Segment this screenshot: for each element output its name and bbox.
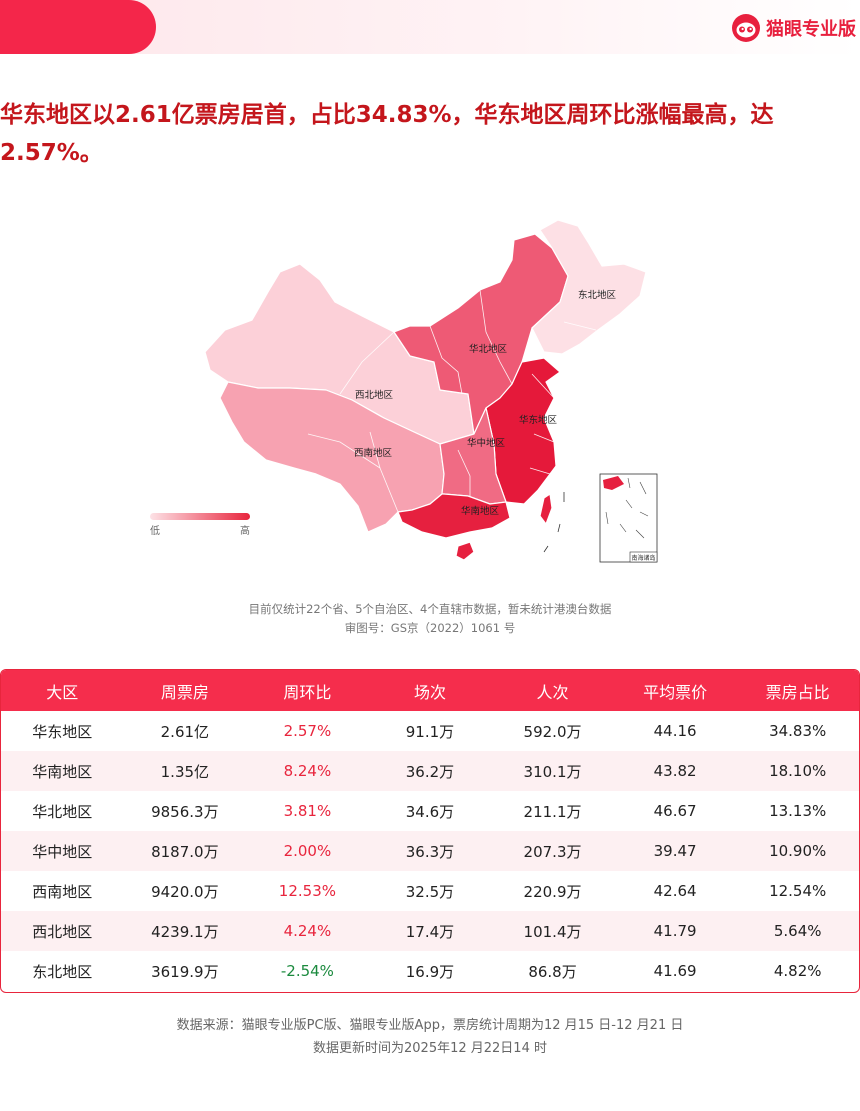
admissions-cell: 211.1万 [523,802,582,821]
region-cell: 西北地区 [32,922,93,941]
label-northeast: 东北地区 [578,289,617,301]
logo-text: 猫眼专业版 [766,19,856,40]
map-note-line1: 目前仅统计22个省、5个自治区、4个直辖市数据，暂未统计港澳台数据 [248,602,612,616]
table-row: 西北地区 4239.1万 4.24% 17.4万 101.4万 41.79 5.64% [1,911,859,951]
shows-cell: 34.6万 [405,802,455,821]
data-table: 大区 周票房 周环比 场次 人次 平均票价 票房占比 华东地区 2.61亿 2.57% 91.1万… [1,670,859,991]
box-office-cell: 1.35亿 [160,762,210,781]
region-cell: 西南地区 [32,882,93,901]
week-over-week-cell: 2.00% [283,842,332,860]
avg-price-cell: 42.64 [653,882,697,900]
column-header: 人次 [536,682,569,702]
shows-cell: 36.2万 [405,762,455,781]
admissions-cell: 220.9万 [523,882,582,901]
label-east: 华东地区 [519,414,558,426]
label-south: 华南地区 [461,505,500,517]
box-office-cell: 4239.1万 [151,922,219,941]
table-row: 东北地区 3619.9万 -2.54% 16.9万 86.8万 41.69 4.82% [1,951,859,991]
column-header: 大区 [46,682,79,702]
share-cell: 12.54% [769,882,827,900]
week-over-week-cell: 3.81% [283,802,332,820]
admissions-cell: 207.3万 [523,842,582,861]
label-central: 华中地区 [467,437,506,449]
share-cell: 34.83% [769,722,827,740]
avg-price-cell: 44.16 [653,722,697,740]
table-header-row: 大区 周票房 周环比 场次 人次 平均票价 票房占比 [1,670,859,711]
avg-price-cell: 39.47 [653,842,697,860]
brand-logo: 猫眼专业版 [731,12,856,44]
shows-cell: 16.9万 [405,962,455,981]
map-note: 目前仅统计22个省、5个自治区、4个直辖市数据，暂未统计港澳台数据 审图号：GS… [0,600,860,638]
box-office-cell: 2.61亿 [160,722,210,741]
box-office-cell: 8187.0万 [151,842,219,861]
avg-price-cell: 41.69 [653,962,697,980]
share-cell: 18.10% [769,762,827,780]
avg-price-cell: 41.79 [653,922,697,940]
inset-label: 南海诸岛 [631,554,655,562]
box-office-cell: 9420.0万 [151,882,219,901]
map-region-hainan[interactable] [455,541,475,561]
region-cell: 华南地区 [32,762,93,781]
footer-source: 数据来源：猫眼专业版PC版、猫眼专业版App，票房统计周期为12 月15 日-1… [176,1018,684,1033]
map-svg: 南海诸岛 东北地区 华北地区 西北地区 华东地区 华中地区 西南地区 华南地区 [204,219,658,563]
column-header: 周环比 [283,682,332,702]
table-row: 华南地区 1.35亿 8.24% 36.2万 310.1万 43.82 18.10% [1,751,859,791]
week-over-week-cell: 2.57% [283,722,332,740]
top-accent-pill [0,0,156,54]
shows-cell: 36.3万 [405,842,455,861]
map-region-south[interactable] [397,493,511,539]
table-row: 西南地区 9420.0万 12.53% 32.5万 220.9万 42.64 12.54% [1,871,859,911]
column-header: 周票房 [160,682,209,702]
table-row: 华北地区 9856.3万 3.81% 34.6万 211.1万 46.67 13.13% [1,791,859,831]
map-note-line2: 审图号：GS京（2022）1061 号 [344,621,516,635]
column-header: 场次 [413,682,446,702]
table-row: 华东地区 2.61亿 2.57% 91.1万 592.0万 44.16 34.83% [1,711,859,751]
table-row: 华中地区 8187.0万 2.00% 36.3万 207.3万 39.47 10.90% [1,831,859,871]
box-office-cell: 9856.3万 [151,802,219,821]
map-taiwan [539,493,553,525]
cat-eye-logo-icon [732,14,760,42]
map-legend-gradient [150,513,250,520]
headline: 华东地区以2.61亿票房居首，占比34.83%，华东地区周环比涨幅最高，达2.5… [0,102,774,166]
share-cell: 4.82% [773,962,822,980]
share-cell: 13.13% [769,802,827,820]
map-region-northeast[interactable] [531,219,647,355]
admissions-cell: 101.4万 [523,922,582,941]
label-southwest: 西南地区 [354,447,393,459]
region-cell: 东北地区 [32,962,93,981]
region-cell: 华东地区 [32,722,93,741]
admissions-cell: 310.1万 [523,762,582,781]
week-over-week-cell: 4.24% [283,922,332,940]
legend-low-label: 低 [150,526,160,537]
column-header: 平均票价 [643,682,708,702]
region-box-office-table: 大区 周票房 周环比 场次 人次 平均票价 票房占比 华东地区 2.61亿 2.57% 91.1万… [0,669,860,993]
shows-cell: 17.4万 [405,922,455,941]
footer-updated: 数据更新时间为2025年12 月22日14 时 [313,1041,547,1056]
shows-cell: 91.1万 [405,722,455,741]
week-over-week-cell: 8.24% [283,762,332,780]
week-over-week-cell: -2.54% [280,962,334,980]
share-cell: 10.90% [769,842,827,860]
south-china-sea-inset: 南海诸岛 [599,473,658,563]
avg-price-cell: 43.82 [653,762,697,780]
footer: 数据来源：猫眼专业版PC版、猫眼专业版App，票房统计周期为12 月15 日-1… [0,1014,860,1060]
label-north: 华北地区 [469,343,508,355]
admissions-cell: 86.8万 [528,962,577,981]
week-over-week-cell: 12.53% [278,882,336,900]
column-header: 票房占比 [765,682,830,702]
region-cell: 华中地区 [32,842,93,861]
avg-price-cell: 46.67 [653,802,697,820]
legend-high-label: 高 [240,526,250,537]
region-cell: 华北地区 [32,802,93,821]
share-cell: 5.64% [773,922,822,940]
label-northwest: 西北地区 [355,389,394,401]
shows-cell: 32.5万 [405,882,455,901]
admissions-cell: 592.0万 [523,722,582,741]
box-office-cell: 3619.9万 [151,962,219,981]
china-region-map: 南海诸岛 东北地区 华北地区 西北地区 华东地区 华中地区 西南地区 华南地区 [140,212,680,572]
